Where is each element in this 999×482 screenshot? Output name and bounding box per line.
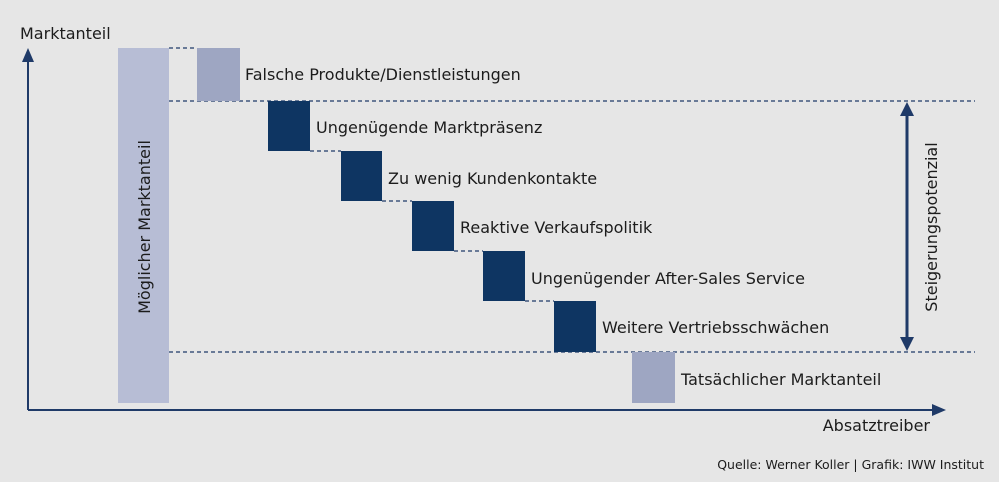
step-label-marktpraesenz: Ungenügende Marktpräsenz (316, 118, 542, 137)
step-label-vertriebsschwaechen: Weitere Vertriebsschwächen (602, 318, 829, 337)
step-label-kundenkontakte: Zu wenig Kundenkontakte (388, 169, 597, 188)
potential-bracket-label: Steigerungspotenzial (922, 142, 941, 311)
step-block-verkaufspolitik (412, 201, 454, 251)
bracket-arrowhead-up (900, 102, 914, 116)
step-block-falsche-produkte (197, 48, 240, 101)
x-axis-label: Absatztreiber (823, 416, 931, 435)
step-block-kundenkontakte (341, 151, 382, 201)
y-axis-label: Marktanteil (20, 24, 111, 43)
step-label-after-sales: Ungenügender After-Sales Service (531, 269, 805, 288)
potential-market-share-label: Möglicher Marktanteil (135, 140, 154, 314)
actual-market-share-label: Tatsächlicher Marktanteil (680, 370, 881, 389)
step-block-marktpraesenz (268, 101, 310, 151)
step-label-verkaufspolitik: Reaktive Verkaufspolitik (460, 218, 653, 237)
potential-market-share-bar (118, 48, 169, 403)
step-block-vertriebsschwaechen (554, 301, 596, 352)
source-caption: Quelle: Werner Koller | Grafik: IWW Inst… (717, 457, 984, 472)
actual-market-share-block (632, 352, 675, 403)
step-block-after-sales (483, 251, 525, 301)
bracket-arrowhead-down (900, 337, 914, 351)
y-axis-arrowhead (22, 48, 34, 62)
step-label-falsche-produkte: Falsche Produkte/Dienstleistungen (245, 65, 521, 84)
x-axis-arrowhead (932, 404, 946, 416)
